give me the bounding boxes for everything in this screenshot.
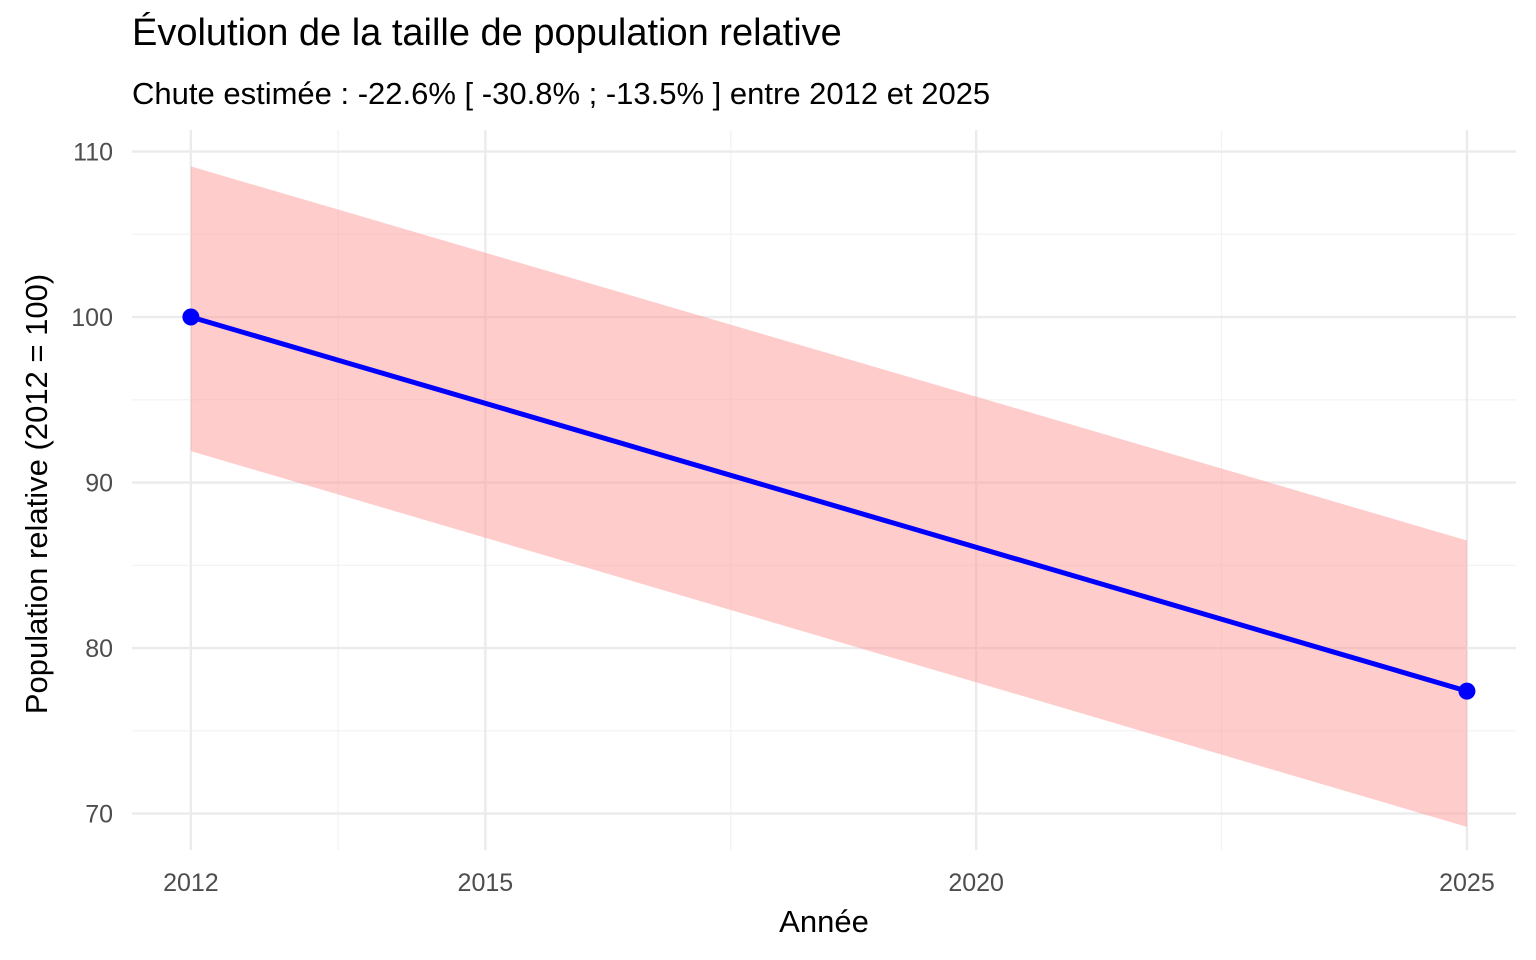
y-tick-labels: 70 80 90 100 110 — [71, 139, 113, 829]
y-tick-label: 70 — [85, 801, 113, 829]
x-tick-label: 2015 — [458, 869, 514, 897]
confidence-band-layer — [190, 166, 1467, 827]
chart-title: Évolution de la taille de population rel… — [132, 12, 842, 54]
x-tick-labels: 2012 2015 2020 2025 — [163, 869, 1495, 897]
data-point — [1458, 682, 1476, 700]
y-tick-label: 110 — [73, 139, 113, 167]
data-point — [182, 308, 200, 326]
y-tick-label: 100 — [71, 304, 113, 332]
series-line — [190, 314, 1468, 694]
y-tick-label: 80 — [85, 635, 113, 663]
series-line-layer — [190, 314, 1468, 694]
x-axis-label: Année — [779, 904, 869, 939]
x-tick-label: 2012 — [163, 869, 219, 897]
data-points-layer — [182, 308, 1476, 700]
y-axis-label: Population relative (2012 = 100) — [19, 274, 54, 714]
chart-subtitle: Chute estimée : -22.6% [ -30.8% ; -13.5%… — [132, 76, 991, 111]
confidence-band — [190, 166, 1467, 827]
y-tick-label: 90 — [85, 470, 113, 498]
x-tick-label: 2025 — [1439, 869, 1495, 897]
x-tick-label: 2020 — [948, 869, 1004, 897]
